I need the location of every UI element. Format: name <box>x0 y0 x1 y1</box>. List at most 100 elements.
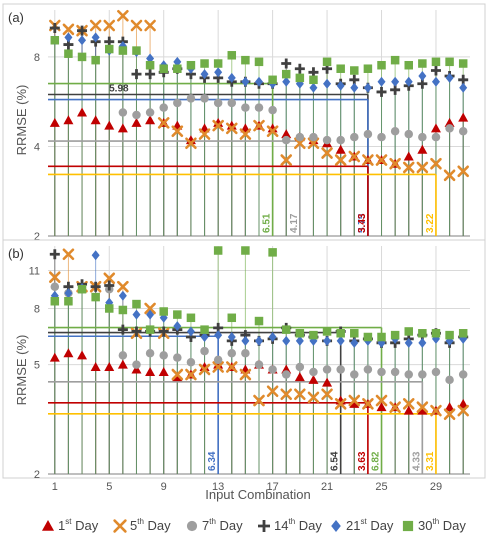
day21-point <box>459 82 468 93</box>
day30-point <box>445 330 454 340</box>
day5-point <box>130 19 143 32</box>
day7-point <box>350 132 359 142</box>
day21-point <box>173 321 182 332</box>
day5-point <box>185 137 197 150</box>
panel-a-plot: 2 4 8 5.98 5.75 6.51 4.17 3.43 3.22 <box>34 9 470 243</box>
day30-point <box>363 332 373 342</box>
day7-point <box>309 132 318 142</box>
day5-point <box>49 271 61 283</box>
day7-point <box>458 370 468 379</box>
day21-point <box>132 309 141 320</box>
day21-point <box>91 250 100 261</box>
reference-line-label: 3.63 <box>357 451 368 471</box>
day1-point <box>458 398 469 408</box>
day30-point <box>309 330 318 340</box>
day21-point <box>118 290 127 301</box>
day1-point <box>131 117 142 127</box>
day30-point <box>91 55 100 65</box>
day5-point <box>334 154 347 166</box>
day5-point <box>198 128 211 140</box>
day30-point <box>50 296 60 306</box>
day7-point <box>458 126 468 136</box>
legend-label: 30th Day <box>418 517 466 533</box>
day5-point <box>280 388 293 401</box>
day21-point <box>200 69 209 80</box>
x-tick-label: 21 <box>321 481 333 493</box>
day7-point <box>377 132 386 142</box>
day21-point <box>214 67 223 78</box>
day7-point <box>281 135 291 145</box>
day21-point <box>241 335 250 346</box>
day30-point <box>227 51 237 60</box>
day5-point <box>321 147 333 159</box>
day21-point <box>173 56 182 67</box>
day7-point <box>268 105 277 115</box>
day7-point <box>241 103 250 112</box>
day21-point <box>418 70 427 81</box>
day5-point <box>225 122 238 135</box>
day30-point <box>281 325 291 334</box>
day30-point <box>418 329 427 338</box>
day30-point <box>118 46 128 55</box>
legend: 1st Day 5th Day 7th Day 14th Day 21st Day 30t… <box>42 517 466 533</box>
day30-point <box>350 66 359 75</box>
legend-item-day7: 7th Day <box>186 517 243 533</box>
day21-point <box>323 335 332 346</box>
panel-a-label: (a) <box>8 10 24 25</box>
day1-point <box>158 366 169 376</box>
day30-point <box>377 332 386 342</box>
day1-point <box>281 129 292 139</box>
day7-point <box>159 351 168 360</box>
day5-point <box>144 19 156 32</box>
day30-point <box>50 35 60 45</box>
legend-label: 14th Day <box>274 517 322 533</box>
day7-point <box>200 346 209 356</box>
legend-item-day21: 21st Day <box>331 517 394 533</box>
day21-point <box>64 32 73 43</box>
day30-point <box>105 304 114 313</box>
day5-point <box>457 404 469 417</box>
day7-point <box>418 132 427 142</box>
day30-point <box>64 296 73 306</box>
day21-point <box>350 337 359 348</box>
day5-point <box>225 361 238 373</box>
day30-point <box>186 313 196 323</box>
day30-point <box>418 59 427 68</box>
panel-a-ylabel: RRMSE (%) <box>14 85 29 156</box>
day21-point <box>336 335 345 346</box>
day30-point <box>64 49 73 58</box>
day5-point <box>389 157 401 170</box>
day30-point <box>458 59 468 68</box>
day21-point <box>350 82 359 93</box>
day30-point <box>132 299 141 309</box>
day21-point <box>255 76 263 87</box>
legend-item-day1: 1st Day <box>42 517 99 533</box>
day5-point <box>62 23 75 36</box>
day21-point <box>146 309 155 320</box>
legend-label: 21st Day <box>346 517 394 533</box>
day1-point <box>104 362 115 372</box>
day1-point <box>458 112 469 122</box>
day1-point <box>49 117 60 127</box>
day21-point <box>404 76 413 87</box>
day5-point <box>62 248 75 261</box>
day5-point <box>253 119 265 132</box>
day14-point <box>90 281 101 292</box>
day14-point <box>145 69 156 80</box>
day7-point <box>431 367 441 377</box>
panel-b-frame <box>2 239 486 479</box>
panel-b-markers <box>49 246 469 421</box>
day30-point <box>254 316 264 326</box>
y-tick-label: 2 <box>34 231 40 243</box>
day5-point <box>362 398 374 410</box>
day30-point <box>295 73 305 83</box>
day5-point <box>443 169 456 182</box>
day7-point <box>350 370 359 379</box>
day21-point <box>309 82 318 93</box>
day5-point <box>430 157 442 170</box>
reference-line-label: 6.51 <box>262 213 273 233</box>
day7-point <box>213 98 223 108</box>
reference-line-label: 4.33 <box>411 451 422 471</box>
day30-point <box>309 75 318 85</box>
